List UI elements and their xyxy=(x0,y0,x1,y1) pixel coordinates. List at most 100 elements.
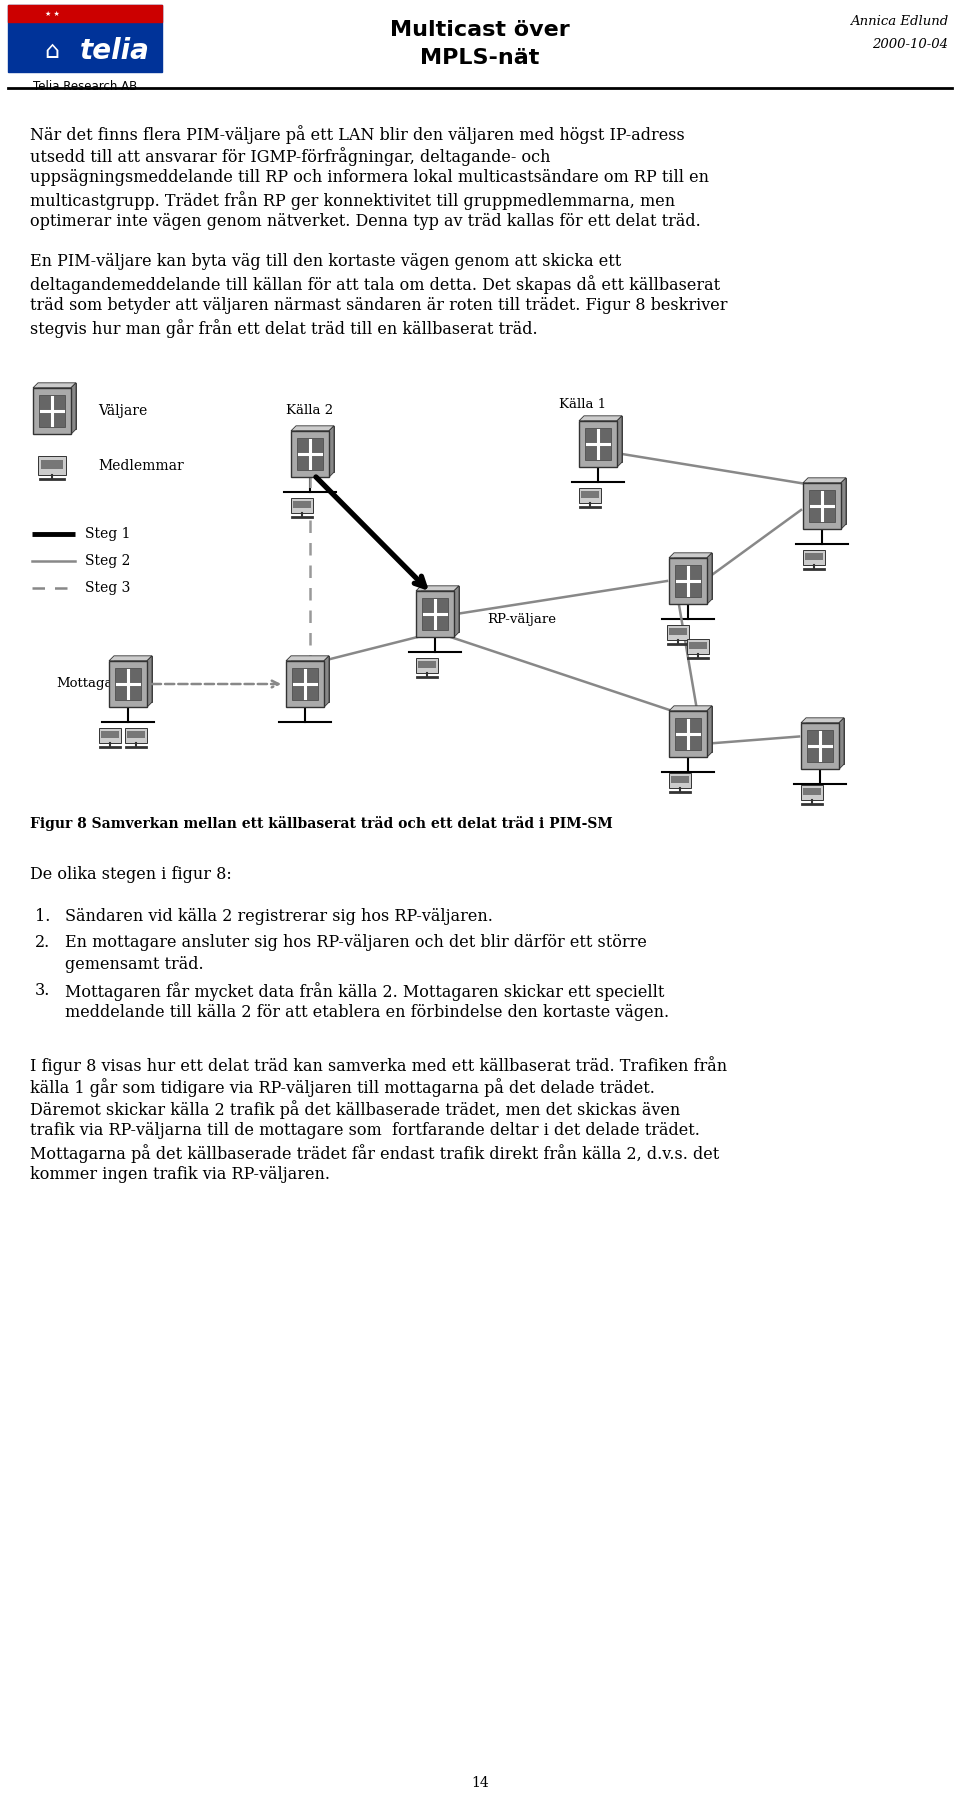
Text: 2.: 2. xyxy=(35,934,50,950)
Polygon shape xyxy=(669,707,712,710)
Text: Figur 8 Samverkan mellan ett källbaserat träd och ett delat träd i PIM-SM: Figur 8 Samverkan mellan ett källbaserat… xyxy=(30,817,612,831)
Text: Steg 1: Steg 1 xyxy=(85,528,131,540)
Polygon shape xyxy=(99,728,121,743)
Polygon shape xyxy=(579,488,601,504)
Text: Sändaren vid källa 2 registrerar sig hos RP-väljaren.: Sändaren vid källa 2 registrerar sig hos… xyxy=(65,907,492,925)
Text: multicastgrupp. Trädet från RP ger konnektivitet till gruppmedlemmarna, men: multicastgrupp. Trädet från RP ger konne… xyxy=(30,192,675,210)
Polygon shape xyxy=(667,625,689,640)
Polygon shape xyxy=(286,661,324,707)
Polygon shape xyxy=(416,591,454,638)
Text: Medlemmar: Medlemmar xyxy=(98,459,183,473)
Text: ★ ★: ★ ★ xyxy=(44,11,60,16)
Text: Multicast över: Multicast över xyxy=(390,20,570,40)
Text: träd som betyder att väljaren närmast sändaren är roten till trädet. Figur 8 bes: träd som betyder att väljaren närmast sä… xyxy=(30,296,728,314)
Polygon shape xyxy=(33,389,71,434)
Polygon shape xyxy=(801,723,839,770)
Polygon shape xyxy=(296,426,334,472)
Polygon shape xyxy=(675,717,702,750)
Text: källa 1 går som tidigare via RP-väljaren till mottagarna på det delade trädet.: källa 1 går som tidigare via RP-väljaren… xyxy=(30,1079,655,1097)
Polygon shape xyxy=(125,728,147,743)
Text: Mottagare: Mottagare xyxy=(56,678,127,690)
Text: Källa 1: Källa 1 xyxy=(560,398,607,410)
Polygon shape xyxy=(675,566,702,596)
Polygon shape xyxy=(669,773,691,788)
Polygon shape xyxy=(805,553,823,560)
Polygon shape xyxy=(808,490,835,522)
Text: trafik via RP-väljarna till de mottagare som  fortfarande deltar i det delade tr: trafik via RP-väljarna till de mottagare… xyxy=(30,1122,700,1138)
Polygon shape xyxy=(8,5,162,22)
Text: I figur 8 visas hur ett delat träd kan samverka med ett källbaserat träd. Trafik: I figur 8 visas hur ett delat träd kan s… xyxy=(30,1055,727,1075)
Polygon shape xyxy=(419,661,436,669)
Text: En PIM-väljare kan byta väg till den kortaste vägen genom att skicka ett: En PIM-väljare kan byta väg till den kor… xyxy=(30,253,621,269)
Polygon shape xyxy=(801,784,824,801)
Polygon shape xyxy=(674,707,712,752)
Text: Steg 3: Steg 3 xyxy=(85,582,131,595)
Text: RP-väljare: RP-väljare xyxy=(487,613,556,625)
Polygon shape xyxy=(803,477,846,482)
Polygon shape xyxy=(806,717,844,764)
Text: En mottagare ansluter sig hos RP-väljaren och det blir därför ett större: En mottagare ansluter sig hos RP-väljare… xyxy=(65,934,647,950)
Text: Väljare: Väljare xyxy=(98,405,147,417)
Text: optimerar inte vägen genom nätverket. Denna typ av träd kallas för ett delat trä: optimerar inte vägen genom nätverket. De… xyxy=(30,213,701,229)
Polygon shape xyxy=(293,501,311,508)
Polygon shape xyxy=(38,455,65,475)
Text: deltagandemeddelande till källan för att tala om detta. Det skapas då ett källba: deltagandemeddelande till källan för att… xyxy=(30,275,720,295)
Text: meddelande till källa 2 för att etablera en förbindelse den kortaste vägen.: meddelande till källa 2 för att etablera… xyxy=(65,1005,669,1021)
Polygon shape xyxy=(707,707,712,757)
Polygon shape xyxy=(114,669,141,699)
Text: telia: telia xyxy=(80,36,150,65)
Text: utsedd till att ansvarar för IGMP-förfrågningar, deltagande- och: utsedd till att ansvarar för IGMP-förfrå… xyxy=(30,146,550,166)
Polygon shape xyxy=(674,553,712,600)
Polygon shape xyxy=(38,396,65,426)
Text: uppsägningsmeddelande till RP och informera lokal multicastsändare om RP till en: uppsägningsmeddelande till RP och inform… xyxy=(30,170,709,186)
Text: När det finns flera PIM-väljare på ett LAN blir den väljaren med högst IP-adress: När det finns flera PIM-väljare på ett L… xyxy=(30,125,684,145)
Polygon shape xyxy=(585,428,612,459)
Polygon shape xyxy=(291,656,329,703)
Polygon shape xyxy=(671,775,688,784)
Polygon shape xyxy=(669,553,712,558)
Polygon shape xyxy=(147,656,152,707)
Polygon shape xyxy=(8,5,162,72)
Polygon shape xyxy=(114,656,152,703)
Text: 1.: 1. xyxy=(35,907,50,925)
Text: 3.: 3. xyxy=(35,981,50,999)
Polygon shape xyxy=(128,730,145,739)
Polygon shape xyxy=(71,383,76,434)
Polygon shape xyxy=(689,641,707,649)
Polygon shape xyxy=(808,477,846,524)
Polygon shape xyxy=(329,426,334,477)
Polygon shape xyxy=(806,730,833,763)
Text: stegvis hur man går från ett delat träd till en källbaserat träd.: stegvis hur man går från ett delat träd … xyxy=(30,320,538,338)
Text: MPLS-nät: MPLS-nät xyxy=(420,49,540,69)
Polygon shape xyxy=(324,656,329,707)
Polygon shape xyxy=(416,658,439,674)
Polygon shape xyxy=(109,661,147,707)
Text: Telia Research AB: Telia Research AB xyxy=(33,80,137,92)
Polygon shape xyxy=(669,627,686,636)
Polygon shape xyxy=(109,656,152,661)
Text: Annica Edlund: Annica Edlund xyxy=(850,14,948,27)
Text: Källa 2: Källa 2 xyxy=(286,405,333,417)
Polygon shape xyxy=(291,430,329,477)
Text: De olika stegen i figur 8:: De olika stegen i figur 8: xyxy=(30,866,231,884)
Polygon shape xyxy=(291,499,313,513)
Polygon shape xyxy=(101,730,119,739)
Polygon shape xyxy=(297,439,324,470)
Polygon shape xyxy=(686,640,709,654)
Text: gemensamt träd.: gemensamt träd. xyxy=(65,956,204,972)
Text: Steg 2: Steg 2 xyxy=(85,555,131,567)
Text: Mottagaren får mycket data från källa 2. Mottagaren skickar ett speciellt: Mottagaren får mycket data från källa 2.… xyxy=(65,981,664,1001)
Text: Mottagarna på det källbaserade trädet får endast trafik direkt från källa 2, d.v: Mottagarna på det källbaserade trädet få… xyxy=(30,1144,719,1164)
Polygon shape xyxy=(804,788,821,795)
Polygon shape xyxy=(803,482,841,529)
Polygon shape xyxy=(801,717,844,723)
Polygon shape xyxy=(421,585,459,632)
Polygon shape xyxy=(286,656,329,661)
Polygon shape xyxy=(421,598,448,631)
Polygon shape xyxy=(581,490,599,499)
Polygon shape xyxy=(803,549,826,566)
Polygon shape xyxy=(579,421,617,468)
Polygon shape xyxy=(292,669,319,699)
Polygon shape xyxy=(584,416,622,463)
Text: 14: 14 xyxy=(471,1776,489,1791)
